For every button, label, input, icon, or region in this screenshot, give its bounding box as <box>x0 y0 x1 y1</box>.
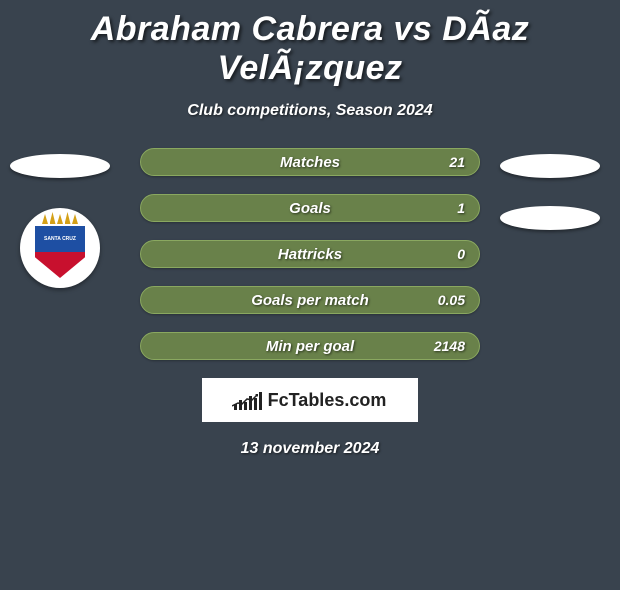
crest-shield: SANTA CRUZ <box>35 226 85 278</box>
stat-label: Goals per match <box>251 292 369 309</box>
fctables-logo-trendline-icon <box>232 394 258 408</box>
fctables-logo-icon <box>234 390 262 410</box>
club-badge-circle: SANTA CRUZ <box>20 208 100 288</box>
stat-label: Hattricks <box>278 246 342 263</box>
stat-value: 2148 <box>434 338 465 354</box>
subtitle: Club competitions, Season 2024 <box>0 102 620 120</box>
stat-row: Matches 21 <box>140 148 480 176</box>
date-label: 13 november 2024 <box>0 440 620 458</box>
stat-row: Min per goal 2148 <box>140 332 480 360</box>
club-crest: SANTA CRUZ <box>35 218 85 278</box>
player-right-avatar-placeholder-1 <box>500 154 600 178</box>
crest-text: SANTA CRUZ <box>44 237 76 242</box>
stat-label: Goals <box>289 200 331 217</box>
crest-shield-bottom <box>35 252 85 278</box>
stat-label: Matches <box>280 154 340 171</box>
crest-shield-top: SANTA CRUZ <box>35 226 85 252</box>
page-title: Abraham Cabrera vs DÃ­az VelÃ¡zquez <box>0 10 620 88</box>
stat-rows: Matches 21 Goals 1 Hattricks 0 Goals per match… <box>140 148 480 360</box>
fctables-logo[interactable]: FcTables.com <box>202 378 418 422</box>
stat-value: 1 <box>457 200 465 216</box>
crest-crown <box>42 212 78 224</box>
club-badge: SANTA CRUZ <box>20 208 100 288</box>
stat-value: 0.05 <box>438 292 465 308</box>
logo-bar <box>259 392 262 410</box>
comparison-content: SANTA CRUZ Matches 21 Goals 1 Hattricks 0 Goal… <box>0 148 620 458</box>
stat-value: 0 <box>457 246 465 262</box>
stat-label: Min per goal <box>266 338 354 355</box>
stat-row: Hattricks 0 <box>140 240 480 268</box>
stat-value: 21 <box>449 154 465 170</box>
player-left-avatar-placeholder <box>10 154 110 178</box>
stat-row: Goals 1 <box>140 194 480 222</box>
fctables-logo-text: FcTables.com <box>268 390 387 411</box>
stat-row: Goals per match 0.05 <box>140 286 480 314</box>
player-right-avatar-placeholder-2 <box>500 206 600 230</box>
